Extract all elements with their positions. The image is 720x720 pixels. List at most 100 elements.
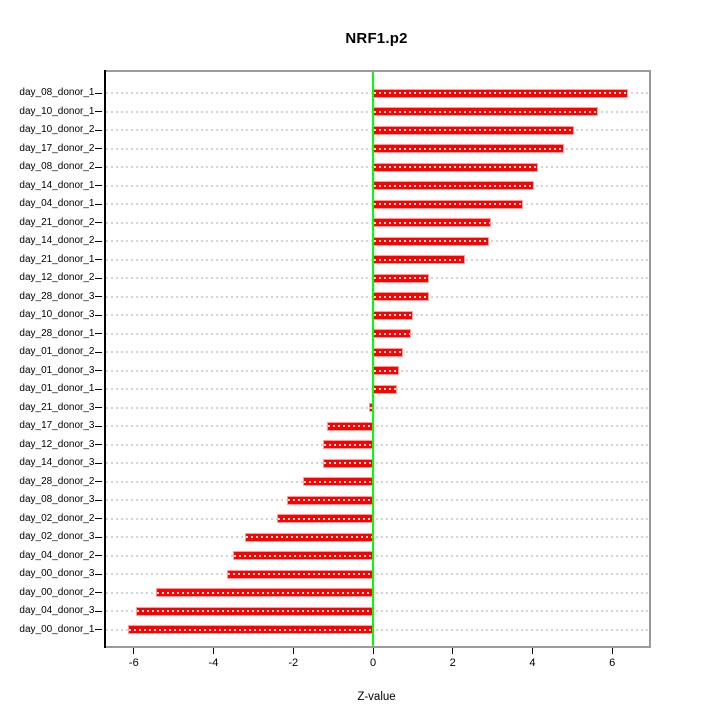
bar-day_02_donor_3 bbox=[245, 532, 373, 542]
bar-day_08_donor_1 bbox=[373, 88, 629, 98]
y-axis-label: day_28_donor_3 bbox=[19, 290, 95, 302]
gridline bbox=[105, 610, 649, 612]
y-axis-label: day_04_donor_1 bbox=[19, 198, 95, 209]
y-axis-label: day_14_donor_1 bbox=[19, 179, 95, 191]
y-axis-label: day_14_donor_3 bbox=[19, 457, 95, 468]
x-axis-tick bbox=[611, 648, 613, 654]
gridline bbox=[105, 591, 649, 594]
y-axis-label: day_04_donor_2 bbox=[19, 549, 95, 561]
gridline bbox=[105, 517, 649, 520]
y-axis-tick bbox=[94, 425, 102, 427]
x-tick-label: -4 bbox=[208, 657, 219, 669]
y-axis-tick bbox=[94, 536, 102, 538]
y-axis-label: day_02_donor_2 bbox=[19, 512, 95, 524]
y-axis-tick bbox=[94, 555, 102, 556]
bar-day_08_donor_2 bbox=[373, 162, 539, 172]
y-axis-label: day_10_donor_2 bbox=[19, 124, 95, 135]
gridline bbox=[105, 554, 649, 557]
y-axis-label: day_21_donor_3 bbox=[19, 401, 95, 413]
y-axis-label: day_00_donor_2 bbox=[19, 586, 95, 598]
y-axis-label: day_12_donor_2 bbox=[19, 272, 95, 283]
bar-day_21_donor_1 bbox=[373, 255, 465, 264]
bar-day_01_donor_1 bbox=[373, 384, 397, 394]
y-axis-label: day_21_donor_2 bbox=[19, 216, 95, 228]
y-axis-tick bbox=[94, 499, 102, 501]
y-axis-label: day_01_donor_3 bbox=[19, 364, 95, 376]
y-axis-tick bbox=[94, 518, 102, 519]
x-axis-title: Z-value bbox=[357, 691, 396, 703]
y-axis-tick bbox=[94, 573, 102, 575]
gridline bbox=[105, 536, 649, 538]
y-axis-tick bbox=[94, 481, 102, 482]
gridline bbox=[105, 462, 649, 464]
x-axis-tick bbox=[213, 648, 215, 654]
bar-day_00_donor_3 bbox=[227, 569, 373, 579]
y-axis-label: day_10_donor_3 bbox=[19, 309, 95, 320]
y-axis-label: day_04_donor_3 bbox=[19, 605, 95, 616]
y-axis-tick bbox=[94, 592, 102, 593]
y-axis-tick bbox=[94, 610, 102, 612]
y-axis-label: day_12_donor_3 bbox=[19, 438, 95, 450]
bar-day_12_donor_2 bbox=[373, 273, 429, 283]
gridline bbox=[105, 425, 649, 427]
x-tick-label: 0 bbox=[369, 657, 377, 669]
y-axis-tick bbox=[94, 222, 102, 223]
y-axis-tick bbox=[94, 462, 102, 464]
y-axis-label: day_28_donor_2 bbox=[19, 475, 95, 487]
y-axis-label: day_01_donor_2 bbox=[19, 346, 95, 357]
y-axis-label: day_08_donor_2 bbox=[19, 161, 95, 172]
gridline bbox=[105, 573, 649, 575]
x-axis-tick bbox=[452, 648, 454, 654]
y-axis-tick bbox=[94, 314, 102, 316]
y-axis-label: day_00_donor_3 bbox=[19, 568, 95, 579]
y-axis-tick bbox=[94, 240, 102, 242]
y-axis-tick bbox=[94, 333, 102, 334]
y-axis-tick bbox=[94, 185, 102, 186]
x-tick-label: -2 bbox=[288, 657, 299, 669]
y-axis-tick bbox=[94, 166, 102, 168]
y-axis-tick bbox=[94, 203, 102, 205]
bar-day_14_donor_3 bbox=[323, 458, 373, 468]
x-axis-tick bbox=[372, 648, 374, 654]
gridline bbox=[105, 480, 649, 483]
gridline bbox=[105, 628, 649, 631]
y-axis-label: day_10_donor_1 bbox=[19, 105, 95, 117]
bar-day_12_donor_3 bbox=[323, 440, 373, 449]
bar-day_00_donor_1 bbox=[127, 625, 373, 634]
bar-day_17_donor_3 bbox=[327, 421, 373, 431]
x-tick-label: 2 bbox=[449, 657, 456, 669]
gridline bbox=[105, 443, 649, 446]
y-axis-tick bbox=[94, 444, 102, 445]
bar-day_01_donor_2 bbox=[373, 347, 403, 357]
bar-day_14_donor_1 bbox=[373, 181, 535, 190]
bar-day_17_donor_2 bbox=[373, 144, 565, 153]
bar-day_08_donor_3 bbox=[287, 495, 373, 505]
bar-day_04_donor_1 bbox=[373, 199, 523, 209]
bar-day_28_donor_1 bbox=[373, 329, 411, 338]
y-axis-tick bbox=[94, 629, 102, 630]
y-axis-label: day_00_donor_1 bbox=[19, 623, 95, 635]
bar-day_10_donor_2 bbox=[373, 125, 575, 135]
x-tick-label: 4 bbox=[529, 657, 536, 669]
y-axis-tick bbox=[94, 148, 102, 149]
zero-reference-line bbox=[372, 72, 374, 646]
bar-day_02_donor_2 bbox=[277, 514, 373, 523]
chart-title: NRF1.p2 bbox=[345, 30, 408, 47]
x-axis-tick bbox=[292, 648, 294, 654]
x-tick-label: -6 bbox=[128, 657, 139, 669]
bar-day_14_donor_2 bbox=[373, 236, 489, 246]
y-axis-tick bbox=[94, 296, 102, 297]
bar-day_10_donor_3 bbox=[373, 310, 413, 320]
y-axis-tick bbox=[94, 111, 102, 112]
y-axis-line bbox=[103, 70, 106, 648]
y-axis-label: day_08_donor_1 bbox=[19, 87, 95, 98]
y-axis-label: day_01_donor_1 bbox=[19, 383, 95, 394]
y-axis-tick bbox=[94, 351, 102, 353]
y-axis-tick bbox=[94, 388, 102, 390]
bar-day_10_donor_1 bbox=[373, 107, 599, 116]
bar-day_04_donor_2 bbox=[233, 551, 373, 560]
gridline bbox=[105, 406, 649, 409]
y-axis-label: day_14_donor_2 bbox=[19, 235, 95, 246]
bar-day_04_donor_3 bbox=[135, 606, 373, 616]
